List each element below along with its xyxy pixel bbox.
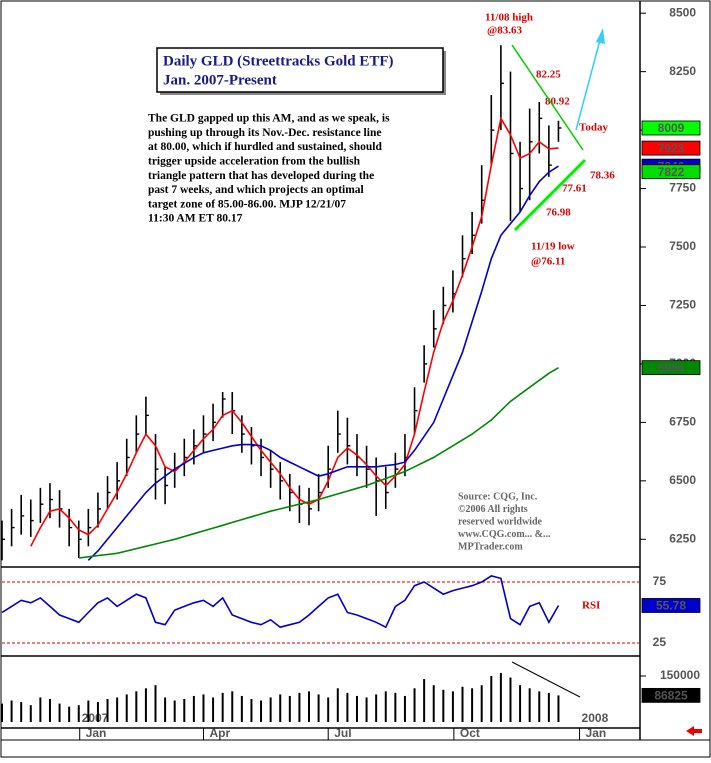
annotation: 77.61 (562, 183, 587, 195)
y-tick-label: 7250 (669, 298, 696, 312)
resistance-line (511, 44, 584, 151)
annotation: Today (579, 122, 608, 134)
volume-value-box (641, 687, 701, 703)
annotation: 11/19 low (531, 241, 575, 253)
volume-tick-label: 150000 (660, 668, 700, 682)
ma-value-label: 6984 (658, 361, 685, 375)
chart-title: Daily GLD (Streettracks Gold ETF) (163, 53, 394, 69)
y-tick-label: 8500 (669, 5, 696, 19)
rsi-label: RSI (582, 600, 600, 612)
y-tick-label: 7750 (669, 181, 696, 195)
year-label: 2007 (82, 711, 109, 725)
x-tick-label: Jul (334, 726, 351, 740)
last-price-box (641, 120, 701, 136)
commentary-line: triangle pattern that has developed duri… (148, 170, 374, 182)
commentary-line: The GLD gapped up this AM, and as we spe… (148, 113, 390, 125)
projection-arrow (575, 39, 601, 131)
y-tick-label: 7500 (669, 239, 696, 253)
x-tick-label: Oct (460, 726, 480, 740)
chart-subtitle: Jan. 2007-Present (163, 72, 277, 88)
ma-value-box (641, 140, 701, 156)
last-price-label: 8009 (658, 121, 685, 135)
commentary-line: at 80.00, which if hurdled and sustained… (148, 141, 383, 153)
source-line: reserved worldwide (458, 516, 543, 527)
annotation: 80.92 (545, 96, 570, 108)
volume-value-label: 86825 (654, 689, 688, 703)
source-line: www.CQG.com... &... (458, 529, 551, 540)
annotation: 11/08 high (485, 12, 533, 24)
commentary-line: past 7 weeks, and which projects an opti… (148, 184, 364, 196)
y-tick-label: 6250 (669, 531, 696, 545)
x-tick-label: Jan (86, 726, 107, 740)
x-tick-label: Apr (209, 726, 230, 740)
x-tick-label: Jan (586, 726, 607, 740)
y-tick-label: 6500 (669, 473, 696, 487)
moving-average (30, 116, 559, 547)
level-label: 7822 (658, 165, 685, 179)
rsi-tick-label: 25 (653, 635, 667, 649)
title-box (156, 47, 444, 93)
ma-value-label: 7923 (658, 141, 685, 155)
moving-average (78, 367, 559, 559)
source-line: ©2006 All rights (458, 504, 528, 515)
commentary-line: 11:30 AM ET 80.17 (148, 213, 243, 225)
level-box (641, 164, 701, 180)
volume-trend-line (511, 661, 581, 698)
commentary-line: target zone of 85.00-86.00. MJP 12/21/07 (148, 198, 346, 210)
ma-value-box (641, 360, 701, 376)
year-label: 2008 (582, 711, 609, 725)
rsi-value-box (641, 598, 701, 613)
commentary-line: trigger upside acceleration from the bul… (148, 156, 361, 168)
rsi-tick-label: 75 (653, 574, 667, 588)
source-line: Source: CQG, Inc. (458, 491, 538, 502)
nav-arrow[interactable] (686, 726, 702, 736)
arrow-head (596, 28, 605, 44)
annotation: @83.63 (487, 25, 522, 37)
source-line: MPTrader.com (458, 541, 523, 552)
moving-average (87, 165, 559, 561)
annotation: 76.98 (546, 207, 571, 219)
commentary-line: pushing up through its Nov.-Dec. resista… (148, 127, 381, 139)
support-line (513, 158, 587, 232)
annotation: 82.25 (536, 69, 561, 81)
annotation: @76.11 (531, 256, 565, 268)
y-tick-label: 8250 (669, 64, 696, 78)
rsi-line (1, 575, 560, 629)
annotation: 78.36 (590, 170, 615, 182)
rsi-value-label: 55.78 (656, 599, 686, 613)
y-tick-label: 6750 (669, 415, 696, 429)
